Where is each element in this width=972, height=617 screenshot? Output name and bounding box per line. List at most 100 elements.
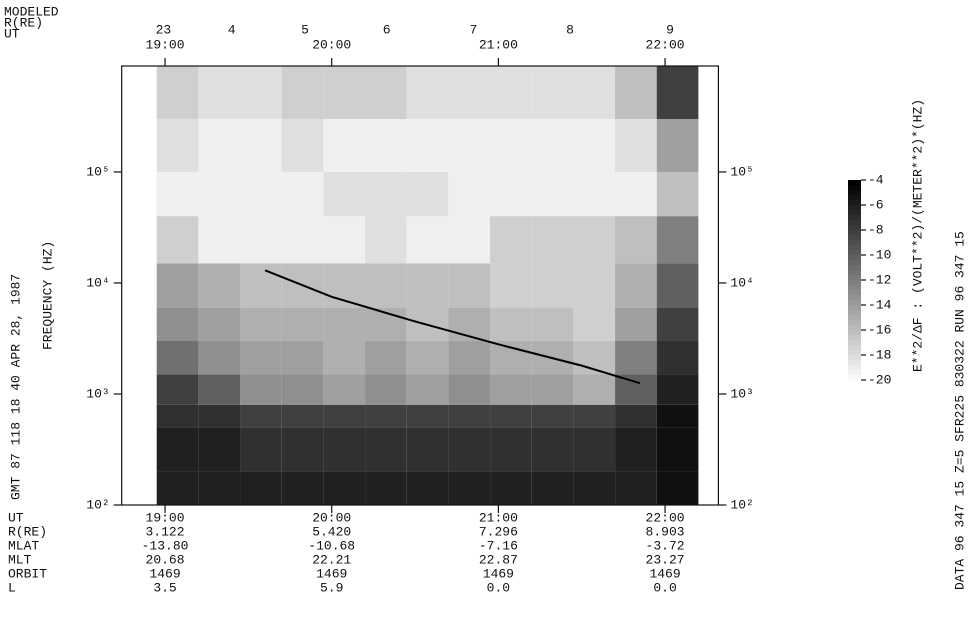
spectrogram-cell <box>406 171 449 217</box>
spectrogram-cell <box>281 307 324 342</box>
spectrogram-cell <box>615 216 657 264</box>
top-axis-label: 8 <box>566 22 574 37</box>
spectrogram-cell <box>156 216 199 264</box>
table-cell: 3.5 <box>153 580 176 595</box>
spectrogram-cell <box>656 263 699 308</box>
y-tick-label: 10⁵ <box>86 164 109 179</box>
spectrogram-cell <box>240 263 282 308</box>
spectrogram-cell <box>615 374 657 405</box>
spectrogram-cell <box>198 404 241 428</box>
spectrogram-cell <box>531 307 574 342</box>
header-line: MODELED <box>4 4 59 19</box>
spectrogram-cell <box>281 427 324 472</box>
spectrogram-cell <box>656 427 699 472</box>
spectrogram-cell <box>531 404 574 428</box>
table-cell: 5.420 <box>312 524 351 539</box>
spectrogram-cell <box>490 66 532 119</box>
colorbar-segment <box>848 195 861 201</box>
spectrogram-cell <box>240 404 282 428</box>
colorbar-segment <box>848 300 861 306</box>
colorbar-tick-label: -10 <box>868 247 891 262</box>
spectrogram-cell <box>531 471 574 505</box>
spectrogram-cell <box>448 171 491 217</box>
spectrogram-cell <box>656 374 699 405</box>
spectrogram-cell <box>573 404 616 428</box>
colorbar-segment <box>848 190 861 196</box>
spectrogram-cell <box>615 341 657 375</box>
row-label: L <box>8 580 16 595</box>
colorbar-tick-label: -12 <box>868 272 891 287</box>
spectrogram-cell <box>656 216 699 264</box>
table-cell: 19:00 <box>146 510 185 525</box>
spectrogram-cell <box>615 427 657 472</box>
table-cell: 22.21 <box>312 552 351 567</box>
spectrogram-cell <box>490 307 532 342</box>
spectrogram-cell <box>406 263 449 308</box>
x-tick-label: 21:00 <box>479 37 518 52</box>
spectrogram-cell <box>156 307 199 342</box>
colorbar-segment <box>848 375 861 381</box>
header-line: UT <box>4 26 20 41</box>
side-title: GMT 87 118 18 40 APR 28, 1987 <box>8 274 23 500</box>
table-cell: 1469 <box>483 566 514 581</box>
row-label: MLT <box>8 552 32 567</box>
y-tick-label: 10² <box>730 497 753 512</box>
colorbar-segment <box>848 270 861 276</box>
spectrogram-cell <box>490 471 532 505</box>
spectrogram-cell <box>365 404 407 428</box>
table-cell: 3.122 <box>146 524 185 539</box>
spectrogram-cell <box>198 171 241 217</box>
colorbar-tick-label: -6 <box>868 197 884 212</box>
top-axis-label: 7 <box>469 22 477 37</box>
spectrogram-cell <box>573 374 616 405</box>
spectrogram-cell <box>281 66 324 119</box>
row-label: R(RE) <box>8 524 47 539</box>
spectrogram-cell <box>240 66 282 119</box>
table-cell: 1469 <box>149 566 180 581</box>
spectrogram-cell <box>406 66 449 119</box>
spectrogram-cell <box>448 118 491 172</box>
spectrogram-cell <box>156 374 199 405</box>
colorbar-segment <box>848 355 861 361</box>
spectrogram-cell <box>573 427 616 472</box>
spectrogram-cell <box>615 171 657 217</box>
spectrogram-cell <box>406 216 449 264</box>
colorbar-segment <box>848 210 861 216</box>
colorbar-segment <box>848 315 861 321</box>
colorbar-tick-label: -18 <box>868 347 891 362</box>
spectrogram-cell <box>281 341 324 375</box>
spectrogram-cell <box>573 118 616 172</box>
table-cell: 22:00 <box>646 510 685 525</box>
spectrogram-cell <box>656 66 699 119</box>
top-axis-label: 5 <box>301 22 309 37</box>
colorbar-segment <box>848 310 861 316</box>
table-cell: -7.16 <box>479 538 518 553</box>
spectrogram-cell <box>531 427 574 472</box>
spectrogram-cell <box>531 263 574 308</box>
spectrogram-cell <box>573 171 616 217</box>
spectrogram-cell <box>156 471 199 505</box>
spectrogram-cell <box>198 216 241 264</box>
spectrogram-cell <box>365 216 407 264</box>
spectrogram-cell <box>406 118 449 172</box>
x-tick-label: 20:00 <box>312 37 351 52</box>
colorbar-label: E**2/ΔF : (VOLT**2)/(METER**2)*(HZ) <box>910 99 925 372</box>
spectrogram-cell <box>573 471 616 505</box>
spectrogram-cell <box>656 471 699 505</box>
colorbar-tick-label: -16 <box>868 322 891 337</box>
spectrogram-cell <box>156 171 199 217</box>
spectrogram-cell <box>198 374 241 405</box>
colorbar-segment <box>848 295 861 301</box>
spectrogram-cell <box>531 374 574 405</box>
spectrogram-cell <box>406 341 449 375</box>
table-cell: 22.87 <box>479 552 518 567</box>
spectrogram-cell <box>156 66 199 119</box>
table-cell: -13.80 <box>142 538 189 553</box>
spectrogram-cell <box>615 404 657 428</box>
spectrogram-cell <box>240 171 282 217</box>
spectrogram-cell <box>365 263 407 308</box>
colorbar-segment <box>848 365 861 371</box>
colorbar-segment <box>848 320 861 326</box>
spectrogram-cell <box>198 427 241 472</box>
